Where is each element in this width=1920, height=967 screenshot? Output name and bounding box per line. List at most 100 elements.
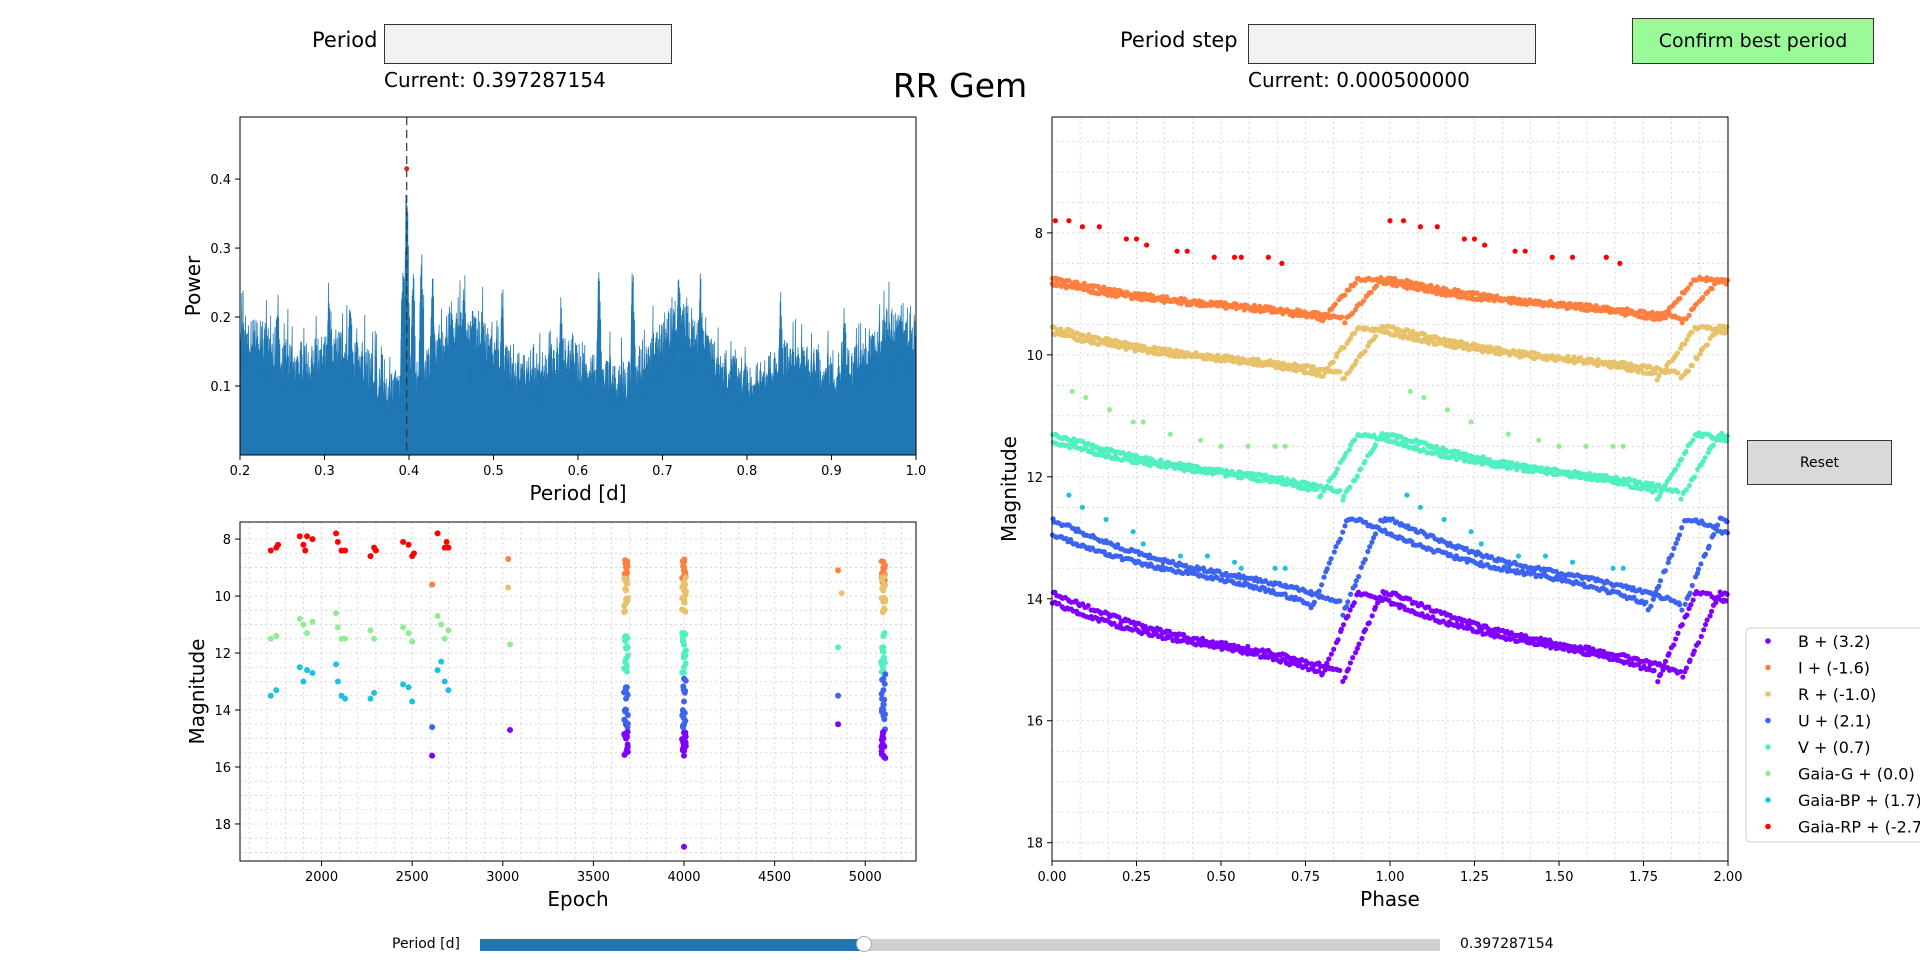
phase-point-Gaia-BP	[1066, 492, 1072, 498]
data-point-Gaia-RP	[434, 530, 441, 537]
phase-point-U	[1115, 542, 1121, 548]
phase-point-B	[1372, 604, 1379, 610]
confirm-best-period-button[interactable]: Confirm best period	[1632, 18, 1874, 64]
phase-point-B	[1430, 614, 1436, 620]
phase-point-V	[1679, 456, 1685, 462]
phase-point-Gaia-RP	[1387, 218, 1393, 224]
data-point-Gaia-RP	[367, 553, 374, 560]
phase-point-B	[1366, 620, 1372, 626]
phase-point-I	[1677, 295, 1683, 302]
phase-point-Gaia-G	[1556, 443, 1562, 449]
phase-point-I	[1352, 280, 1358, 286]
phase-point-U	[1657, 578, 1664, 584]
phase-point-R	[1675, 370, 1681, 376]
period-slider-track[interactable]	[480, 936, 1440, 952]
phase-point-Gaia-RP	[1617, 260, 1623, 266]
phase-point-I	[1081, 280, 1087, 286]
phase-point-Gaia-BP	[1610, 565, 1616, 571]
data-point-strip	[681, 592, 688, 599]
period-step-input[interactable]	[1248, 24, 1536, 64]
phase-point-B	[1461, 617, 1467, 624]
data-point-strip	[879, 645, 886, 652]
phase-point-U	[1662, 568, 1668, 574]
period-slider-handle[interactable]	[856, 936, 872, 952]
x-tick-label: 3000	[486, 870, 519, 885]
axes-frame	[239, 521, 917, 862]
phase-point-B	[1407, 596, 1413, 602]
legend-label: Gaia-BP + (1.7)	[1798, 791, 1920, 810]
phase-point-R	[1662, 367, 1669, 373]
phase-point-U	[1348, 591, 1354, 597]
phase-point-B	[1679, 622, 1685, 628]
phase-point-B	[1342, 674, 1348, 681]
phase-point-U	[1698, 561, 1704, 567]
phase-point-Gaia-RP	[1184, 248, 1190, 254]
phase-point-U	[1282, 591, 1288, 597]
phase-point-B	[1688, 602, 1694, 608]
data-point-strip	[878, 691, 885, 698]
phase-point-I	[1346, 287, 1352, 293]
data-point-strip	[682, 608, 689, 615]
phase-point-R	[1405, 327, 1411, 333]
data-point-Gaia-BP	[434, 667, 441, 674]
y-tick-label: 8	[1035, 227, 1043, 242]
legend-marker	[1765, 797, 1771, 803]
data-point-Gaia-BP	[267, 692, 274, 699]
confirm-best-period-label: Confirm best period	[1658, 30, 1848, 52]
x-axis-label: Period [d]	[529, 481, 626, 505]
phase-point-V	[1341, 493, 1347, 499]
phase-point-Gaia-BP	[1140, 541, 1146, 547]
data-point-Gaia-RP	[443, 538, 450, 545]
phase-point-V	[1263, 472, 1269, 478]
phase-point-U	[1389, 516, 1396, 522]
data-point-Gaia-RP	[410, 550, 417, 557]
phase-point-B	[1675, 630, 1681, 636]
phase-point-V	[1440, 450, 1447, 457]
phase-point-B	[1660, 667, 1666, 673]
data-point-strip	[881, 743, 888, 750]
phase-point-U	[1650, 596, 1656, 602]
reset-button[interactable]: Reset	[1747, 440, 1892, 485]
legend-marker	[1765, 691, 1771, 697]
phase-point-U	[1676, 602, 1683, 608]
phase-point-Gaia-G	[1167, 431, 1173, 437]
phase-point-U	[1679, 607, 1685, 613]
phase-point-R	[1638, 366, 1645, 372]
y-tick-label: 18	[214, 818, 231, 833]
phase-point-U	[1370, 535, 1377, 541]
data-point-Gaia-BP	[296, 664, 303, 671]
phase-point-U	[1675, 536, 1681, 542]
data-point-Gaia-BP	[405, 684, 412, 691]
x-tick-label: 4000	[667, 870, 700, 885]
data-point-Gaia-BP	[371, 689, 378, 696]
data-point-Gaia-RP	[302, 547, 309, 554]
phase-point-U	[1671, 545, 1677, 551]
phase-point-U	[1262, 578, 1269, 584]
phase-point-V	[1700, 458, 1706, 465]
phase-point-V	[1337, 487, 1343, 494]
phase-point-U	[1711, 531, 1717, 538]
data-point-Gaia-RP	[275, 541, 282, 548]
phase-point-B	[1690, 597, 1696, 603]
phase-point-U	[1694, 570, 1701, 576]
data-point-strip	[881, 629, 888, 636]
phase-point-U	[1326, 560, 1332, 566]
period-input[interactable]	[384, 24, 672, 64]
data-point-Gaia-RP	[296, 533, 303, 540]
phase-point-R	[1724, 324, 1730, 330]
data-point-strip	[622, 585, 629, 592]
phase-point-V	[1346, 447, 1352, 453]
phase-point-U	[1337, 598, 1343, 604]
phase-point-B	[1322, 667, 1328, 673]
data-point-strip	[880, 565, 887, 572]
phase-point-B	[1680, 674, 1686, 680]
phase-point-B	[1671, 642, 1677, 648]
phase-point-Gaia-BP	[1569, 559, 1576, 565]
periodogram-chart: 0.2 0.3 0.4 0.5 0.6 0.7 0.8 0.9 1.0 0.1 0.2 0.3 0.4 P…	[181, 116, 926, 505]
phase-point-U	[1155, 564, 1161, 570]
data-point-strip	[882, 755, 889, 762]
phase-point-Gaia-BP	[1441, 516, 1447, 523]
phase-point-U	[1631, 594, 1637, 600]
phase-point-Gaia-RP	[1512, 248, 1518, 254]
